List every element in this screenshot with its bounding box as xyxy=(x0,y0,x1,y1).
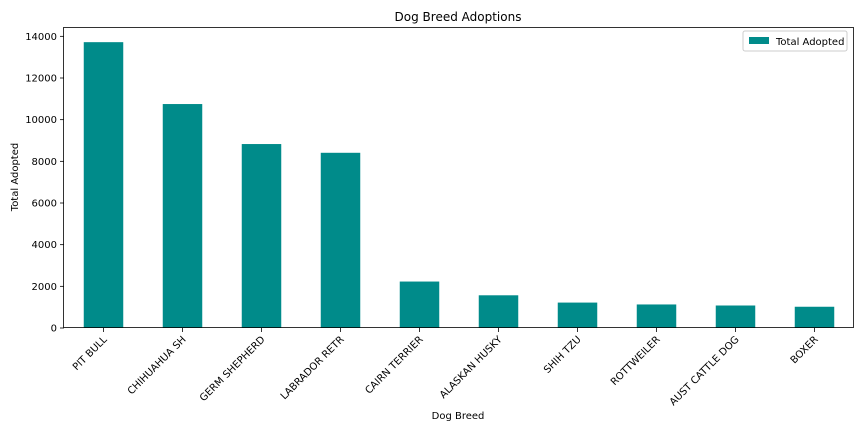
legend: Total Adopted xyxy=(742,30,848,52)
bar-2 xyxy=(241,144,282,328)
y-tick-label-6: 12000 xyxy=(25,74,57,85)
y-tick-label-0: 0 xyxy=(51,324,57,335)
bar-9 xyxy=(794,306,835,328)
y-tick-label-5: 10000 xyxy=(25,115,57,126)
bar-1 xyxy=(162,104,203,329)
bar-6 xyxy=(557,302,598,328)
chart-title: Dog Breed Adoptions xyxy=(395,10,522,24)
bar-5 xyxy=(478,295,519,328)
plot-frame xyxy=(63,27,854,328)
y-tick-label-3: 6000 xyxy=(32,199,57,210)
bar-7 xyxy=(636,304,677,328)
bar-8 xyxy=(715,305,756,328)
y-tick-label-4: 8000 xyxy=(32,157,57,168)
bars-group xyxy=(83,42,835,329)
bar-0 xyxy=(83,42,124,329)
legend-swatch xyxy=(749,37,769,44)
bar-4 xyxy=(399,281,440,328)
x-axis-label: Dog Breed xyxy=(432,411,485,422)
legend-label: Total Adopted xyxy=(775,37,844,48)
y-tick-label-7: 14000 xyxy=(25,32,57,43)
bar-3 xyxy=(320,152,361,328)
legend-box xyxy=(742,30,848,52)
y-axis-label: Total Adopted xyxy=(10,143,21,212)
y-tick-label-1: 2000 xyxy=(32,282,57,293)
y-axis: 0 2000 4000 6000 8000 10000 12000 14000 xyxy=(25,32,64,335)
y-tick-label-2: 4000 xyxy=(32,240,57,251)
